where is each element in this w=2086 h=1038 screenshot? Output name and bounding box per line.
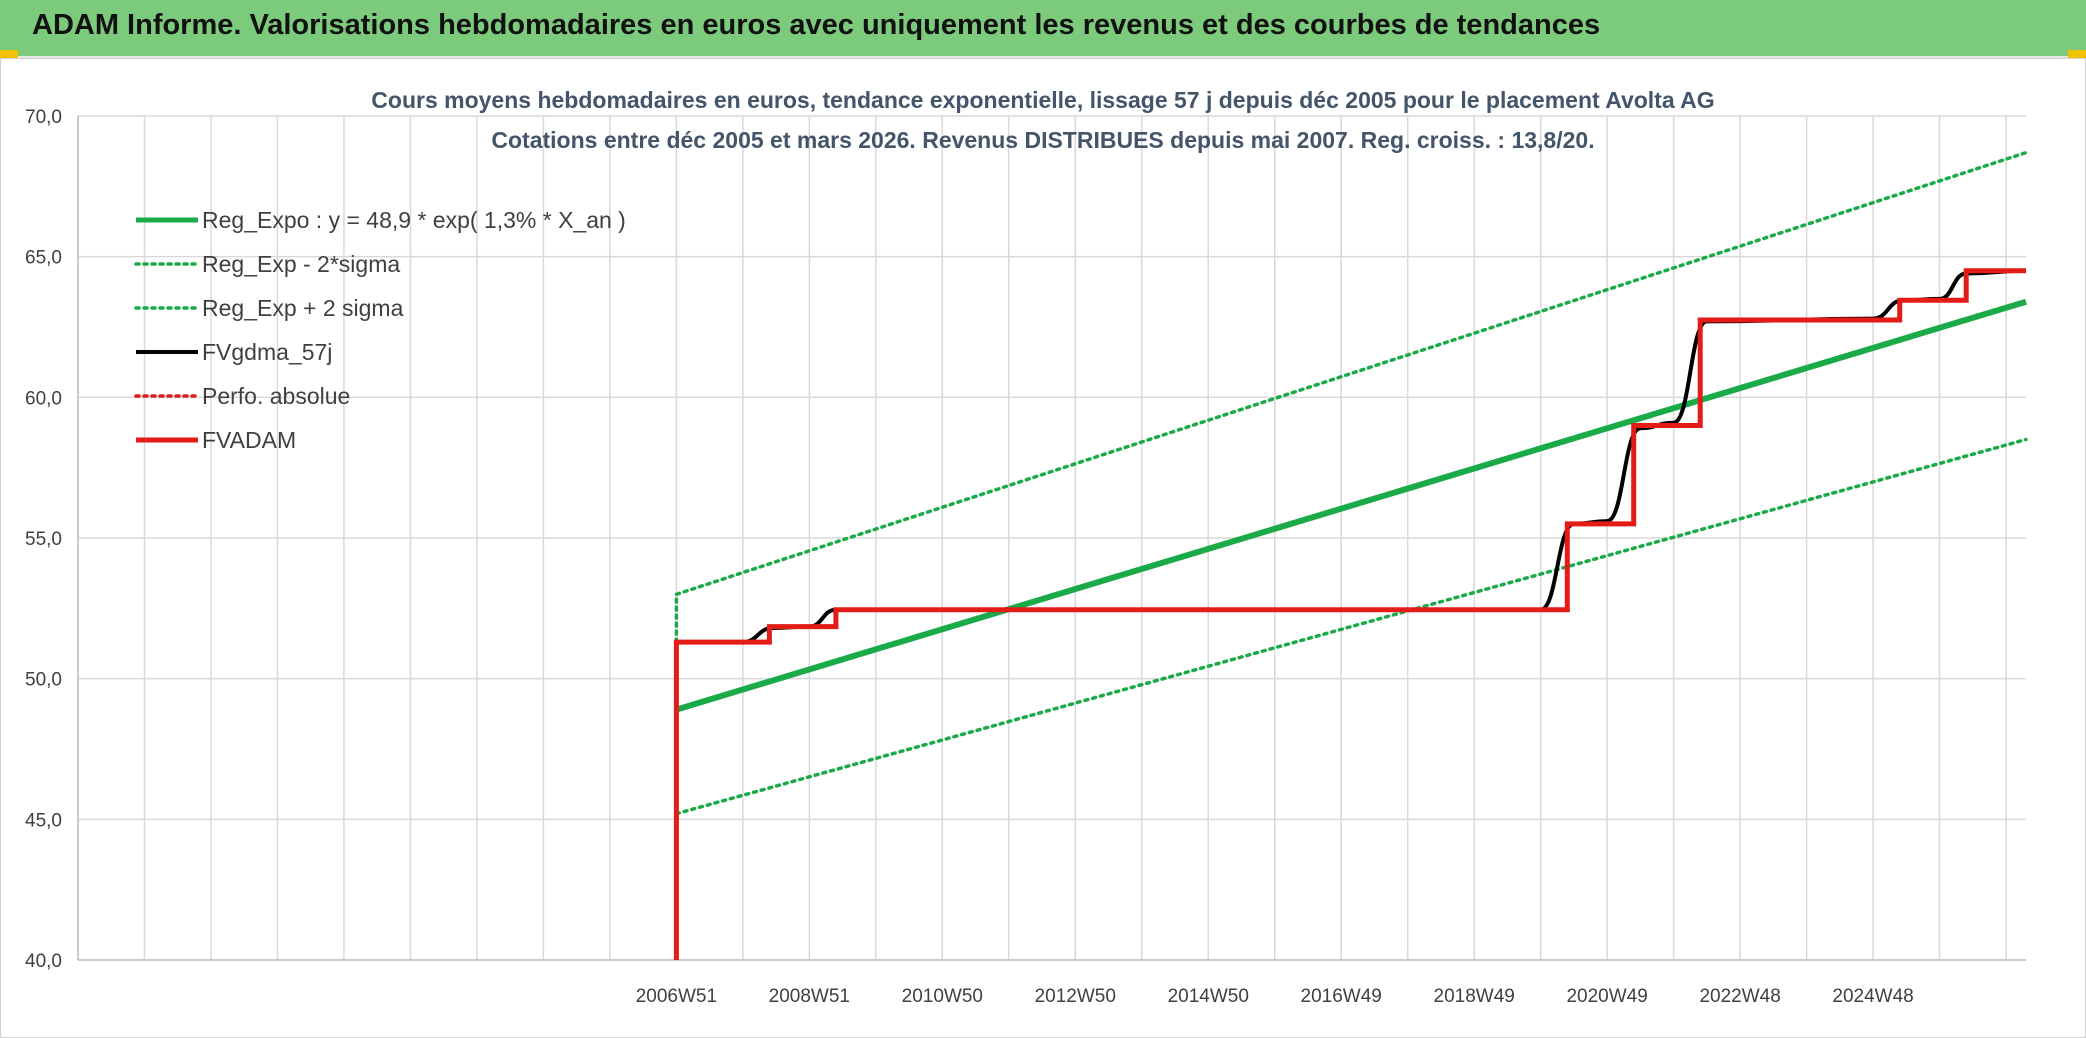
y-tick-label: 50,0 [25, 670, 62, 691]
chart-area: 40,0 45,0 50,0 55,0 60,0 65,0 70,0 2006W51 2008W… [0, 58, 2086, 1038]
x-tick-label: 2020W49 [1566, 986, 1647, 1007]
legend-label-1: Reg_Exp - 2*sigma [202, 251, 400, 277]
series-line-1 [674, 437, 2028, 816]
legend: Reg_Expo : y = 48,9 * exp( 1,3% * X_an )… [134, 207, 626, 453]
y-tick-label: 70,0 [25, 107, 62, 128]
legend-label-4: Perfo. absolue [202, 383, 350, 409]
x-tick-label: 2012W50 [1035, 986, 1116, 1007]
report-banner: ADAM Informe. Valorisations hebdomadaire… [0, 0, 2086, 59]
x-tick-label: 2010W50 [902, 986, 983, 1007]
x-tick-label: 2024W48 [1832, 986, 1913, 1007]
x-tick-label: 2016W49 [1301, 986, 1382, 1007]
x-tick-label: 2018W49 [1434, 986, 1515, 1007]
x-tick-label: 2008W51 [769, 986, 850, 1007]
corner-marker-right [2068, 50, 2086, 58]
y-tick-label: 65,0 [25, 248, 62, 269]
legend-label-5: FVADAM [202, 427, 296, 453]
legend-label-0: Reg_Expo : y = 48,9 * exp( 1,3% * X_an ) [202, 207, 626, 233]
y-tick-label: 40,0 [25, 951, 62, 972]
x-tick-label: 2022W48 [1699, 986, 1780, 1007]
chart-subtitle: Cotations entre déc 2005 et mars 2026. R… [491, 127, 1594, 153]
y-tick-label: 55,0 [25, 529, 62, 550]
series-line-5 [673, 268, 2026, 960]
report-title: ADAM Informe. Valorisations hebdomadaire… [32, 9, 1601, 41]
legend-label-2: Reg_Exp + 2 sigma [202, 295, 404, 321]
x-tick-label: 2014W50 [1168, 986, 1249, 1007]
chart-title-block: Cours moyens hebdomadaires en euros, ten… [371, 87, 1714, 153]
y-tick-label: 45,0 [25, 810, 62, 831]
line-chart: 40,0 45,0 50,0 55,0 60,0 65,0 70,0 2006W51 2008W… [25, 87, 2028, 1007]
chart-title: Cours moyens hebdomadaires en euros, ten… [371, 87, 1714, 113]
series-line-3 [676, 268, 2027, 645]
y-tick-label: 60,0 [25, 388, 62, 409]
grid-layer [77, 115, 2026, 961]
series-layer [673, 150, 2028, 960]
x-tick-label: 2006W51 [636, 986, 717, 1007]
corner-marker-left [0, 50, 18, 58]
series-line-0 [675, 298, 2027, 713]
series-line-2 [674, 150, 2028, 644]
legend-label-3: FVgdma_57j [202, 339, 332, 365]
axis-layer: 40,0 45,0 50,0 55,0 60,0 65,0 70,0 2006W51 2008W… [25, 107, 2026, 1007]
